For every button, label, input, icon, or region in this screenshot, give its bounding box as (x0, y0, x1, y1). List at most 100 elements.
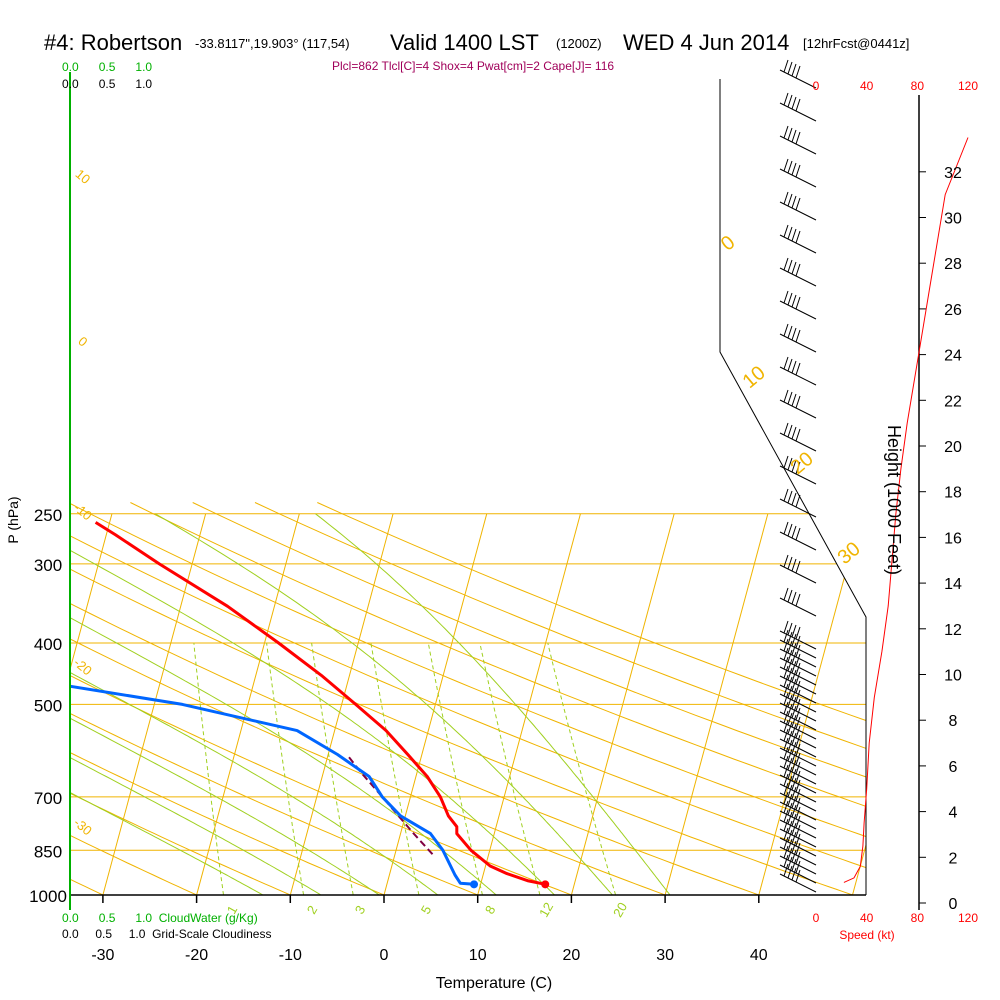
cloudwater-scale-bottom: 0.0 0.5 1.0 CloudWater (g/Kg) (62, 911, 258, 925)
mixing-ratio-label: 5 (418, 903, 435, 917)
dewpoint-trace (70, 525, 475, 886)
wind-barb (779, 845, 817, 875)
height-tick-label: 6 (949, 759, 958, 776)
x-tick-label: 10 (469, 947, 487, 964)
wind-barb (779, 629, 817, 659)
speed-tick-label-top: 120 (958, 79, 978, 93)
y-axis-label: P (hPa) (5, 496, 21, 543)
height-tick-label: 4 (949, 805, 958, 822)
pressure-tick-label: 1000 (29, 887, 67, 906)
wind-barb (779, 323, 817, 353)
pressure-tick-label: 700 (34, 789, 62, 808)
speed-tick-label-top: 80 (911, 79, 925, 93)
mixing-ratio-line (479, 642, 541, 895)
temperature-line-label: 0 (75, 333, 90, 349)
potential-temp-label: 20 (787, 448, 818, 479)
temperature-line-label: 10 (73, 166, 94, 187)
moist-adiabat-line (70, 513, 569, 895)
moist-adiabat-line (70, 513, 512, 895)
wind-barb (779, 863, 817, 893)
mixing-ratio-label: 8 (482, 903, 499, 917)
wind-barb (779, 836, 817, 866)
x-tick-label: 0 (380, 947, 389, 964)
cloudwater-tick: 1.0 (135, 60, 153, 74)
moist-adiabat-line (70, 513, 287, 895)
isotherm-line (0, 514, 18, 895)
moist-adiabat-line (70, 513, 400, 895)
speed-tick-label-bottom: 0 (813, 911, 820, 925)
pressure-tick-label: 250 (34, 506, 62, 525)
cloudiness-tick: 0.5 (95, 927, 113, 941)
moist-adiabat-line (70, 513, 344, 895)
mixing-ratio-label: 2 (304, 903, 321, 917)
wind-barb (779, 818, 817, 848)
pressure-tick-label: 850 (34, 842, 62, 861)
pressure-tick-label: 500 (34, 696, 62, 715)
dry-adiabat-line (317, 502, 866, 895)
isotherm-line (70, 513, 113, 895)
height-tick-label: 26 (944, 302, 962, 319)
speed-tick-label-top: 0 (813, 79, 820, 93)
dry-adiabat-line (70, 502, 417, 895)
x-tick-label: 20 (563, 947, 581, 964)
wind-barb (779, 257, 817, 287)
height-tick-label: 10 (944, 668, 962, 685)
height-axis-label: Height (1000 Feet) (884, 425, 904, 575)
temperature-line-label: -30 (71, 815, 95, 839)
plot-boundary (719, 79, 867, 895)
wind-barb (779, 701, 817, 731)
height-tick-label: 18 (944, 485, 962, 502)
wind-barb (779, 710, 817, 740)
dry-adiabat-line (70, 502, 607, 895)
wind-barb (779, 389, 817, 419)
mixing-ratio-line (193, 642, 224, 895)
cloudiness-tick: 0.0 (62, 77, 79, 91)
cloudiness-scale-bottom: 0.0 0.5 1.0 Grid-Scale Cloudiness (62, 927, 271, 941)
wind-barb (779, 719, 817, 749)
wind-barb (779, 125, 817, 155)
mixing-ratio-line (266, 642, 305, 895)
cloudiness-tick: 0.5 (98, 77, 116, 91)
x-tick-label: 30 (656, 947, 674, 964)
dry-adiabat-line (70, 502, 702, 895)
potential-temp-label: 30 (834, 538, 865, 569)
moist-adiabat-line (154, 513, 625, 895)
x-axis-label: Temperature (C) (436, 975, 552, 992)
zulu-time: (1200Z) (556, 36, 602, 51)
cloudwater-tick: 1.0 (135, 911, 153, 925)
mixing-ratio-label: 20 (610, 900, 630, 920)
wind-barb (779, 290, 817, 320)
wind-barb (779, 755, 817, 785)
speed-tick-label-top: 40 (860, 79, 874, 93)
wind-barb (779, 800, 817, 830)
wind-barb (779, 809, 817, 839)
cloudiness-label: Grid-Scale Cloudiness (152, 927, 272, 941)
potential-temp-label: 10 (739, 362, 770, 393)
mixing-ratio-line (311, 642, 354, 895)
wind-barb (779, 587, 817, 617)
wind-barb (779, 737, 817, 767)
cloudwater-label: CloudWater (g/Kg) (158, 911, 258, 925)
speed-axis-label: Speed (kt) (839, 928, 894, 942)
x-tick-label: 40 (750, 947, 768, 964)
wind-barb (779, 647, 817, 677)
speed-tick-label-bottom: 120 (958, 911, 978, 925)
dry-adiabat-line (70, 502, 866, 895)
x-tick-label: -20 (185, 947, 208, 964)
dry-adiabat-line (192, 502, 866, 895)
mixing-ratio-line (370, 642, 420, 895)
wind-barb (779, 638, 817, 668)
isotherm-line (289, 513, 394, 895)
dry-adiabat-line (70, 502, 132, 895)
isotherm-line (477, 513, 581, 895)
dry-adiabat-line (0, 503, 36, 909)
wind-barb (779, 656, 817, 686)
cloudiness-tick: 1.0 (135, 77, 153, 91)
cloudiness-tick: 1.0 (128, 927, 146, 941)
wind-barb (779, 782, 817, 812)
valid-time: Valid 1400 LST (390, 30, 539, 55)
speed-tick-label-bottom: 40 (860, 911, 874, 925)
wind-barb (779, 158, 817, 188)
speed-tick-label-bottom: 80 (911, 911, 925, 925)
